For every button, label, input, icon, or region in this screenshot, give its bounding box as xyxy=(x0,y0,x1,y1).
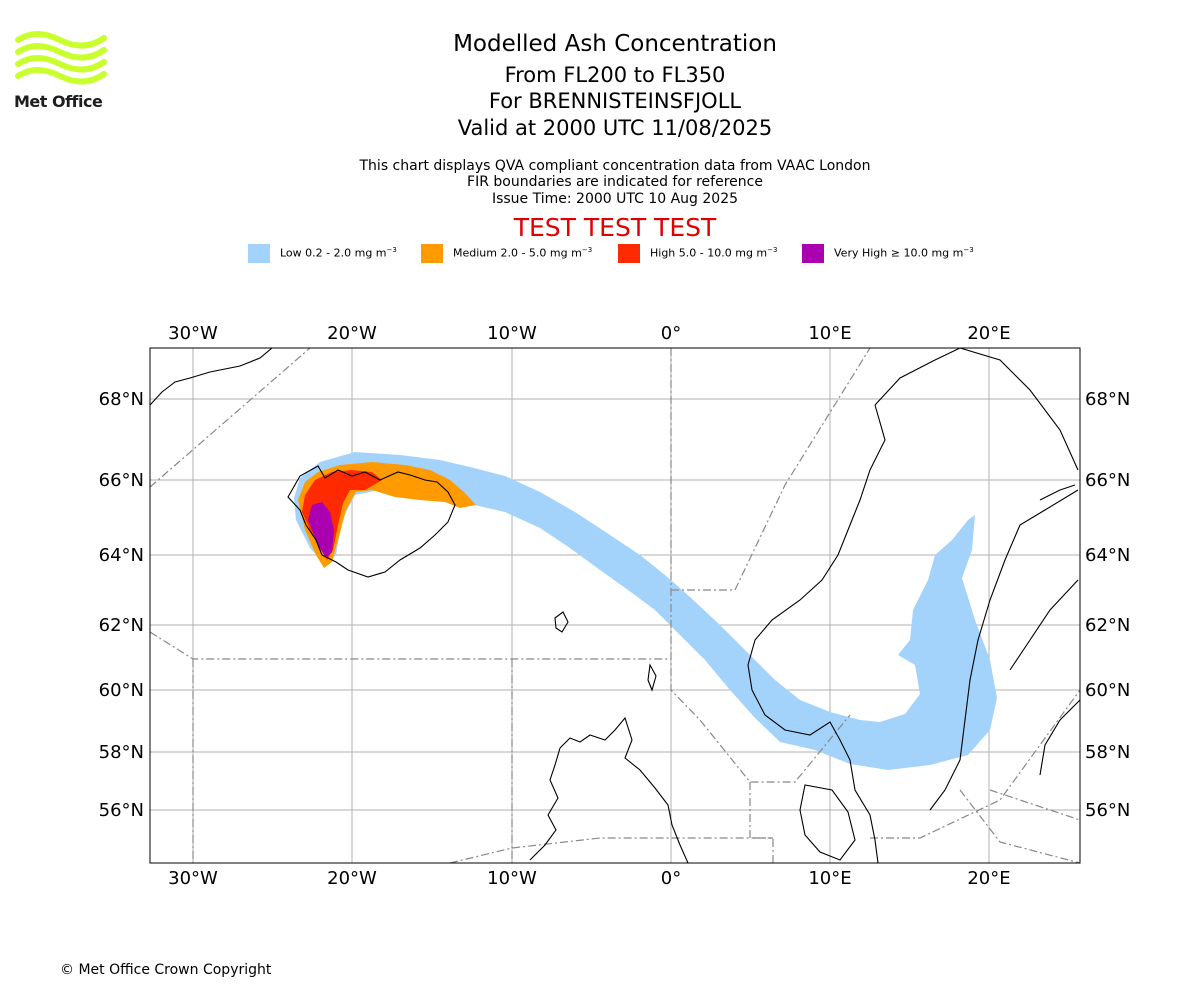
lat-label-left: 58°N xyxy=(99,742,144,763)
lon-label-top: 10°W xyxy=(487,323,537,344)
lat-labels-left: 68°N 66°N 64°N 62°N 60°N 58°N 56°N xyxy=(99,389,144,821)
test-banner: TEST TEST TEST xyxy=(513,213,717,242)
chart-title: Modelled Ash Concentration xyxy=(453,31,777,57)
copyright-notice: © Met Office Crown Copyright xyxy=(60,962,272,978)
lon-label-bottom: 0° xyxy=(661,868,681,889)
lat-label-right: 66°N xyxy=(1085,470,1130,491)
lon-labels-bottom: 30°W 20°W 10°W 0° 10°E 20°E xyxy=(168,868,1010,889)
legend-label-high: High 5.0 - 10.0 mg m−3 xyxy=(650,246,778,260)
lat-label-right: 64°N xyxy=(1085,545,1130,566)
lat-label-left: 60°N xyxy=(99,680,144,701)
lon-label-bottom: 30°W xyxy=(168,868,218,889)
volcano-name: For BRENNISTEINSFJOLL xyxy=(488,89,742,113)
lon-labels-top: 30°W 20°W 10°W 0° 10°E 20°E xyxy=(168,323,1010,344)
legend-swatch-high xyxy=(618,244,640,263)
legend-label-medium: Medium 2.0 - 5.0 mg m−3 xyxy=(453,246,593,260)
lat-label-right: 68°N xyxy=(1085,389,1130,410)
lon-label-top: 20°W xyxy=(327,323,377,344)
lon-label-bottom: 10°E xyxy=(808,868,851,889)
ash-low-region xyxy=(294,452,997,770)
lat-label-left: 64°N xyxy=(99,545,144,566)
note-qva: This chart displays QVA compliant concen… xyxy=(359,158,871,174)
lon-label-top: 0° xyxy=(661,323,681,344)
lat-label-left: 62°N xyxy=(99,615,144,636)
coastlines xyxy=(150,348,1080,863)
met-office-logo-icon xyxy=(15,31,107,85)
lat-label-left: 68°N xyxy=(99,389,144,410)
legend-label-low: Low 0.2 - 2.0 mg m−3 xyxy=(280,246,397,260)
legend-swatch-low xyxy=(248,244,270,263)
note-fir: FIR boundaries are indicated for referen… xyxy=(467,174,763,190)
map-frame xyxy=(149,347,1081,864)
issue-time: Issue Time: 2000 UTC 10 Aug 2025 xyxy=(491,191,739,207)
ash-very-high-region xyxy=(308,502,334,558)
met-office-logo-text: Met Office xyxy=(14,92,103,111)
valid-time: Valid at 2000 UTC 11/08/2025 xyxy=(457,116,773,140)
lat-label-right: 56°N xyxy=(1085,800,1130,821)
lat-labels-right: 68°N 66°N 64°N 62°N 60°N 58°N 56°N xyxy=(1085,389,1130,821)
flight-level-range: From FL200 to FL350 xyxy=(504,63,726,87)
lat-label-left: 56°N xyxy=(99,800,144,821)
lon-label-top: 10°E xyxy=(808,323,851,344)
lon-label-top: 30°W xyxy=(168,323,218,344)
lat-label-left: 66°N xyxy=(99,470,144,491)
lat-label-right: 60°N xyxy=(1085,680,1130,701)
lon-label-bottom: 20°W xyxy=(327,868,377,889)
lon-label-bottom: 20°E xyxy=(967,868,1010,889)
lat-label-right: 62°N xyxy=(1085,615,1130,636)
legend-swatch-very-high xyxy=(802,244,824,263)
lat-label-right: 58°N xyxy=(1085,742,1130,763)
legend-swatch-medium xyxy=(421,244,443,263)
fir-boundaries xyxy=(150,348,1080,863)
lon-label-bottom: 10°W xyxy=(487,868,537,889)
lon-label-top: 20°E xyxy=(967,323,1010,344)
legend-label-very-high: Very High ≥ 10.0 mg m−3 xyxy=(834,246,974,260)
